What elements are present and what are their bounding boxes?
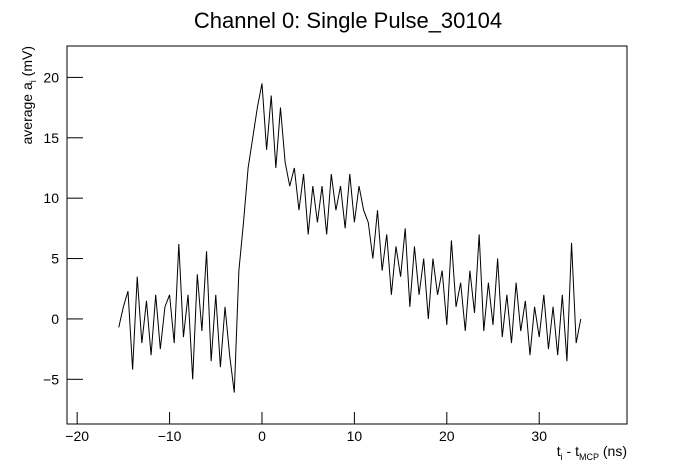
x-label-part: t [557,443,561,459]
x-tick-label: −10 [158,428,182,444]
x-tick-label: 10 [347,428,363,444]
y-axis-label: average ai (mV) [19,46,38,145]
plot-frame [66,45,628,425]
y-label-part: average a [19,82,35,144]
x-label-part: (ns) [599,443,627,459]
y-label-part: i [28,80,38,82]
y-tick-label: 0 [51,311,59,327]
data-line [118,83,582,393]
x-axis-label: ti - tMCP (ns) [557,443,627,462]
x-label-part: - t [563,443,579,459]
chart-title: Channel 0: Single Pulse_30104 [194,8,502,33]
x-tick-label: 0 [258,428,266,444]
x-label-part: MCP [579,452,599,462]
y-label-part: (mV) [19,46,35,80]
y-tick-label: 15 [43,130,59,146]
x-tick-label: 20 [439,428,455,444]
y-tick-label: 20 [43,69,59,85]
y-tick-label: 5 [51,251,59,267]
y-tick-label: 10 [43,190,59,206]
x-tick-label: 30 [531,428,547,444]
x-label-part: i [561,452,563,462]
y-tick-label: −5 [43,371,59,387]
x-tick-label: −20 [65,428,89,444]
